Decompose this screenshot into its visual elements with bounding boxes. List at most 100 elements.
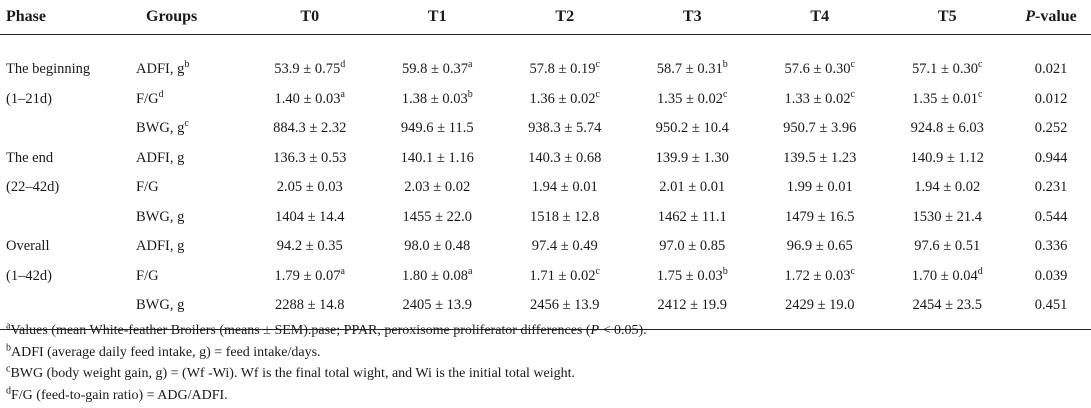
- cell-value-t0: 53.9 ± 0.75d: [246, 35, 374, 85]
- cell-value-t0: 136.3 ± 0.53: [246, 144, 374, 174]
- cell-significance-marker: c: [850, 59, 855, 71]
- footnote-b-marker: b: [6, 341, 11, 353]
- cell-value-t0: 94.2 ± 0.35: [246, 232, 374, 262]
- table-row: Overall ADFI, g 94.2 ± 0.35 98.0 ± 0.48 97.4…: [0, 232, 1091, 262]
- cell-value-text: 140.9 ± 1.12: [910, 149, 984, 166]
- cell-value-text: 2456 ± 13.9: [529, 297, 600, 314]
- cell-value-t1: 1455 ± 22.0: [374, 203, 502, 233]
- cell-value-t5: 924.8 ± 6.03: [884, 114, 1012, 144]
- results-table: Phase Groups T0 T1 T2 T3 T4 T5 P-value T…: [0, 0, 1091, 330]
- cell-group-label: ADFI, g: [136, 149, 185, 166]
- table-row: (22–42d) F/G 2.05 ± 0.03 2.03 ± 0.02 1.94 ± …: [0, 173, 1091, 203]
- cell-value-text: 140.1 ± 1.16: [400, 149, 474, 166]
- cell-phase: [0, 203, 136, 233]
- cell-value-text: 1.35 ± 0.02: [657, 90, 723, 107]
- cell-value-text: 1.72 ± 0.03: [784, 267, 851, 284]
- cell-value-t5: 1.94 ± 0.02: [884, 173, 1012, 203]
- cell-value-t2: 1.94 ± 0.01: [501, 173, 629, 203]
- cell-value-text: 2.01 ± 0.01: [659, 179, 726, 196]
- cell-group-footnote-marker: b: [184, 59, 190, 71]
- cell-significance-marker: a: [340, 88, 345, 100]
- table-row: (1–21d) F/Gd 1.40 ± 0.03a 1.38 ± 0.03b 1.36 …: [0, 85, 1091, 115]
- cell-value-t3: 97.0 ± 0.85: [629, 232, 757, 262]
- cell-group-label: F/G: [136, 90, 159, 107]
- cell-group: ADFI, gb: [136, 35, 246, 85]
- cell-value-t4: 1.72 ± 0.03c: [756, 262, 884, 292]
- cell-phase: Overall: [6, 238, 50, 255]
- cell-p-value: 0.021: [1034, 61, 1068, 78]
- cell-value-text: 938.3 ± 5.74: [528, 120, 602, 137]
- header-t1: T1: [373, 0, 501, 35]
- cell-group: BWG, gc: [136, 114, 246, 144]
- cell-value-text: 1479 ± 16.5: [784, 208, 855, 225]
- cell-value-t3: 950.2 ± 10.4: [629, 114, 757, 144]
- cell-p-value: 0.231: [1034, 179, 1068, 196]
- cell-value-t1: 59.8 ± 0.37a: [374, 35, 502, 85]
- cell-value-text: 57.6 ± 0.30: [784, 61, 851, 78]
- header-groups: Groups: [136, 0, 246, 35]
- table-body: The beginning ADFI, gb 53.9 ± 0.75d 59.8 ± …: [0, 35, 1091, 330]
- cell-group-label: BWG, g: [136, 208, 185, 225]
- cell-significance-marker: b: [722, 265, 728, 277]
- cell-value-t2: 1.71 ± 0.02c: [501, 262, 629, 292]
- cell-group: F/G: [136, 262, 246, 292]
- cell-value-t1: 2405 ± 13.9: [373, 291, 501, 330]
- cell-value-text: 924.8 ± 6.03: [910, 120, 984, 137]
- cell-value-t2: 2456 ± 13.9: [501, 291, 629, 330]
- cell-value-text: 139.5 ± 1.23: [783, 149, 857, 166]
- cell-value-t0: 1404 ± 14.4: [246, 203, 374, 233]
- cell-group-label: BWG, g: [136, 120, 185, 137]
- cell-significance-marker: c: [850, 88, 855, 100]
- cell-value-t2: 140.3 ± 0.68: [501, 144, 629, 174]
- cell-significance-marker: c: [723, 88, 728, 100]
- cell-value-t3: 139.9 ± 1.30: [629, 144, 757, 174]
- cell-group-label: ADFI, g: [136, 238, 185, 255]
- cell-value-text: 1.40 ± 0.03: [274, 90, 341, 107]
- cell-significance-marker: a: [340, 265, 345, 277]
- cell-significance-marker: c: [978, 59, 983, 71]
- cell-value-text: 1.94 ± 0.02: [914, 179, 981, 196]
- cell-phase: The end: [6, 149, 54, 166]
- footnote-c-text: BWG (body weight gain, g) = (Wf -Wi). Wf…: [10, 366, 576, 381]
- cell-value-t1: 2.03 ± 0.02: [374, 173, 502, 203]
- cell-group: ADFI, g: [136, 232, 246, 262]
- cell-value-t2: 1.36 ± 0.02c: [501, 85, 629, 115]
- cell-value-t3: 2412 ± 19.9: [628, 291, 756, 330]
- cell-value-t1: 98.0 ± 0.48: [374, 232, 502, 262]
- cell-group-footnote-marker: c: [184, 118, 189, 130]
- footnote-c: cBWG (body weight gain, g) = (Wf -Wi). W…: [6, 363, 647, 385]
- cell-value-text: 950.2 ± 10.4: [655, 120, 729, 137]
- cell-value-t5: 2454 ± 23.5: [883, 291, 1011, 330]
- footnote-d-text: F/G (feed-to-gain ratio) = ADG/ADFI.: [11, 387, 228, 403]
- cell-value-t3: 58.7 ± 0.31b: [629, 35, 757, 85]
- cell-p-value: 0.451: [1011, 291, 1091, 330]
- cell-value-t5: 57.1 ± 0.30c: [884, 35, 1012, 85]
- cell-value-text: 98.0 ± 0.48: [404, 238, 471, 255]
- footnote-d-marker: d: [6, 384, 11, 396]
- cell-significance-marker: d: [340, 59, 346, 71]
- cell-significance-marker: c: [978, 88, 983, 100]
- cell-value-t5: 1530 ± 21.4: [884, 203, 1012, 233]
- cell-value-t1: 1.38 ± 0.03b: [374, 85, 502, 115]
- cell-value-text: 2.03 ± 0.02: [404, 179, 471, 196]
- cell-value-text: 58.7 ± 0.31: [656, 61, 723, 78]
- cell-phase: (22–42d): [6, 179, 60, 196]
- table-row: BWG, g 1404 ± 14.4 1455 ± 22.0 1518 ± 12.8 1…: [0, 203, 1091, 233]
- cell-p-value: 0.544: [1034, 208, 1068, 225]
- cell-value-text: 2429 ± 19.0: [784, 297, 855, 314]
- header-t0: T0: [246, 0, 374, 35]
- cell-group-footnote-marker: d: [158, 88, 164, 100]
- table-row: BWG, g 2288 ± 14.8 2405 ± 13.9 2456 ± 13.9 2…: [0, 291, 1091, 330]
- cell-value-text: 1.38 ± 0.03: [401, 90, 468, 107]
- cell-phase: [0, 114, 136, 144]
- cell-significance-marker: a: [468, 59, 473, 71]
- footnote-c-marker: c: [6, 363, 11, 375]
- cell-value-text: 949.6 ± 11.5: [400, 120, 474, 137]
- cell-value-t0: 2288 ± 14.8: [246, 291, 374, 330]
- table-row: The beginning ADFI, gb 53.9 ± 0.75d 59.8 ± …: [0, 35, 1091, 85]
- cell-value-text: 1.71 ± 0.02: [529, 267, 596, 284]
- cell-p-value: 0.336: [1034, 238, 1068, 255]
- cell-p-value: 0.039: [1034, 267, 1068, 284]
- cell-p-value: 0.252: [1034, 120, 1068, 137]
